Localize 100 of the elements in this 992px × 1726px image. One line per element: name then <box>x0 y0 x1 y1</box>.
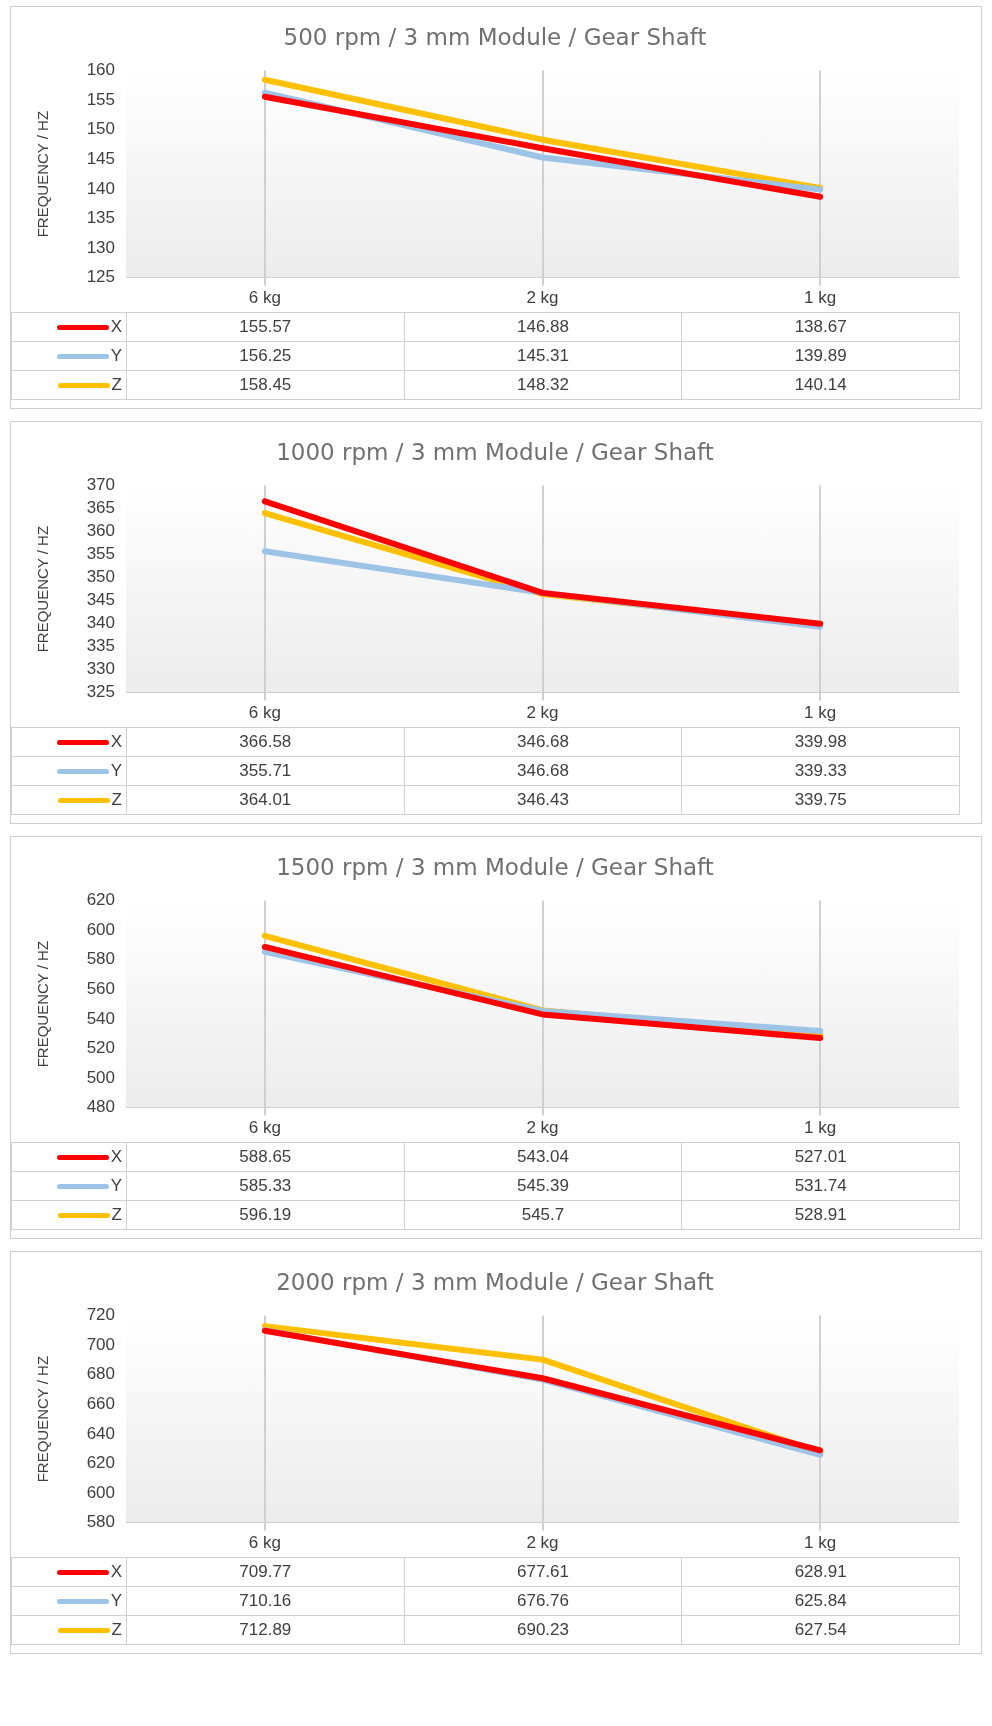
data-label: 585.33 <box>126 1171 405 1201</box>
y-tick-label: 135 <box>86 208 115 228</box>
chart-title: 500 rpm / 3 mm Module / Gear Shaft <box>283 23 707 50</box>
data-label: 156.25 <box>126 341 405 371</box>
y-tick-label: 345 <box>86 590 115 610</box>
y-tick-label: 620 <box>86 890 115 910</box>
x-tick-label: 2 kg <box>526 703 559 723</box>
legend-label: Z <box>11 1615 127 1645</box>
x-tick-label: 6 kg <box>248 703 281 723</box>
legend-label: Y <box>11 756 127 786</box>
x-tick-label: 1 kg <box>804 1118 837 1138</box>
y-tick-label: 145 <box>86 149 115 168</box>
y-axis-title: FREQUENCY / HZ <box>34 110 52 238</box>
data-label: 628.91 <box>681 1557 960 1587</box>
data-label: 138.67 <box>681 312 960 342</box>
data-label: 545.7 <box>404 1200 682 1230</box>
y-tick-label: 640 <box>86 1423 115 1443</box>
y-tick-label: 700 <box>86 1334 115 1354</box>
x-tick-label: 2 kg <box>526 1533 559 1553</box>
legend-label: X <box>11 1142 127 1172</box>
data-label: 531.74 <box>681 1171 960 1201</box>
data-label: 140.14 <box>681 370 960 400</box>
data-label: 339.33 <box>681 756 960 786</box>
y-axis-title: FREQUENCY / HZ <box>34 525 52 653</box>
data-label: 146.88 <box>404 312 682 342</box>
y-tick-label: 560 <box>86 979 115 998</box>
y-tick-label: 325 <box>86 682 115 702</box>
data-label: 709.77 <box>126 1557 405 1587</box>
legend-label: Z <box>11 785 127 815</box>
y-axis-title: FREQUENCY / HZ <box>34 940 52 1068</box>
chart-title: 2000 rpm / 3 mm Module / Gear Shaft <box>276 1268 714 1295</box>
y-tick-label: 520 <box>86 1038 115 1058</box>
y-tick-label: 125 <box>86 267 115 287</box>
y-tick-label: 680 <box>86 1364 115 1384</box>
data-label: 339.98 <box>681 727 960 757</box>
y-tick-label: 600 <box>86 919 115 939</box>
legend-label: Z <box>11 370 127 400</box>
legend-label: X <box>11 727 127 757</box>
x-tick-label: 6 kg <box>248 1118 281 1138</box>
y-tick-label: 355 <box>86 544 115 564</box>
legend-label: Z <box>11 1200 127 1230</box>
data-label: 145.31 <box>404 341 682 371</box>
y-tick-label: 335 <box>86 636 115 656</box>
legend-label: Y <box>11 341 127 371</box>
data-label: 625.84 <box>681 1586 960 1616</box>
x-tick-label: 6 kg <box>248 1533 281 1553</box>
y-tick-label: 160 <box>86 60 115 80</box>
y-tick-label: 155 <box>86 89 115 109</box>
y-tick-label: 620 <box>86 1453 115 1473</box>
legend-label: X <box>11 312 127 342</box>
y-tick-label: 350 <box>86 567 115 587</box>
y-tick-label: 540 <box>86 1008 115 1028</box>
x-tick-label: 2 kg <box>526 288 559 308</box>
data-label: 148.32 <box>404 370 682 400</box>
y-tick-label: 370 <box>86 475 115 495</box>
y-tick-label: 140 <box>86 178 115 198</box>
y-tick-label: 365 <box>86 498 115 518</box>
data-label: 158.45 <box>126 370 405 400</box>
x-tick-label: 2 kg <box>526 1118 559 1138</box>
data-label: 139.89 <box>681 341 960 371</box>
data-label: 676.76 <box>404 1586 682 1616</box>
data-label: 366.58 <box>126 727 405 757</box>
y-tick-label: 150 <box>86 119 115 139</box>
y-tick-label: 600 <box>86 1482 115 1502</box>
data-label: 543.04 <box>404 1142 682 1172</box>
x-tick-label: 1 kg <box>804 288 837 308</box>
data-label: 155.57 <box>126 312 405 342</box>
y-tick-label: 500 <box>86 1067 115 1087</box>
chart-title: 1000 rpm / 3 mm Module / Gear Shaft <box>276 438 714 465</box>
data-label: 545.39 <box>404 1171 682 1201</box>
legend-label: Y <box>11 1171 127 1201</box>
x-tick-label: 1 kg <box>804 1533 837 1553</box>
data-label: 346.43 <box>404 785 682 815</box>
data-label: 346.68 <box>404 756 682 786</box>
data-label: 527.01 <box>681 1142 960 1172</box>
data-label: 588.65 <box>126 1142 405 1172</box>
data-label: 690.23 <box>404 1615 682 1645</box>
data-label: 677.61 <box>404 1557 682 1587</box>
data-label: 339.75 <box>681 785 960 815</box>
data-label: 346.68 <box>404 727 682 757</box>
x-tick-label: 1 kg <box>804 703 837 723</box>
legend-label: X <box>11 1557 127 1587</box>
y-axis-title: FREQUENCY / HZ <box>34 1355 52 1483</box>
y-tick-label: 330 <box>86 659 115 679</box>
legend-label: Y <box>11 1586 127 1616</box>
data-label: 596.19 <box>126 1200 405 1230</box>
y-tick-label: 580 <box>86 1512 115 1532</box>
x-tick-label: 6 kg <box>248 288 281 308</box>
y-tick-label: 660 <box>86 1394 115 1413</box>
y-tick-label: 480 <box>86 1097 115 1117</box>
data-label: 627.54 <box>681 1615 960 1645</box>
y-tick-label: 720 <box>86 1305 115 1325</box>
data-label: 712.89 <box>126 1615 405 1645</box>
y-tick-label: 130 <box>86 237 115 257</box>
y-tick-label: 580 <box>86 949 115 969</box>
y-tick-label: 340 <box>86 613 115 633</box>
data-label: 528.91 <box>681 1200 960 1230</box>
data-label: 364.01 <box>126 785 405 815</box>
chart-title: 1500 rpm / 3 mm Module / Gear Shaft <box>276 853 714 880</box>
y-tick-label: 360 <box>86 521 115 541</box>
